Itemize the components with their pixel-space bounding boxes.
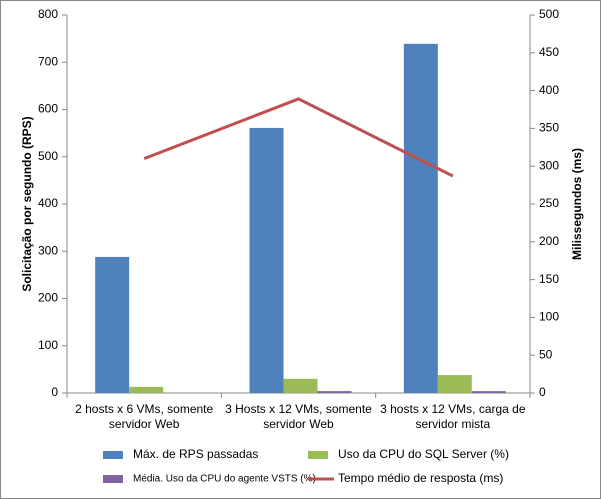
legend-swatch xyxy=(103,475,123,483)
y2-tick-label: 400 xyxy=(539,83,559,97)
line xyxy=(143,97,454,178)
y-tick-label: 500 xyxy=(38,149,58,163)
y-tick-label: 600 xyxy=(38,102,58,116)
bar xyxy=(471,391,506,393)
bar xyxy=(437,375,472,393)
y-axis-title: Solicitação por segundo (RPS) xyxy=(20,116,34,291)
y2-tick-label: 450 xyxy=(539,45,559,59)
bar xyxy=(249,127,284,394)
y2-tick-label: 250 xyxy=(539,196,559,210)
y-tick-label: 200 xyxy=(38,291,58,305)
x-tick-label: 3 hosts x 12 VMs, carga de servidor mist… xyxy=(380,402,526,431)
legend-label: Tempo médio de resposta (ms) xyxy=(338,471,503,485)
y2-tick-label: 200 xyxy=(539,234,559,248)
legend-swatch xyxy=(103,451,123,459)
bar xyxy=(129,386,164,393)
bar xyxy=(317,391,352,393)
y-tick-label: 400 xyxy=(38,196,58,210)
legend-label: Média. Uso da CPU do agente VSTS (%) xyxy=(133,474,316,485)
legend-label: Máx. de RPS passadas xyxy=(133,447,258,461)
y-tick-label: 300 xyxy=(38,243,58,257)
y2-tick-label: 350 xyxy=(539,121,559,135)
bar xyxy=(283,378,318,393)
y2-tick-label: 50 xyxy=(539,347,553,361)
legend-swatch xyxy=(308,451,328,459)
x-tick-label: 2 hosts x 6 VMs, somente servidor Web xyxy=(75,402,214,431)
y-tick-label: 700 xyxy=(38,54,58,68)
y-tick-label: 0 xyxy=(51,385,58,399)
y-tick-label: 800 xyxy=(38,7,58,21)
bar xyxy=(403,43,438,393)
y2-tick-label: 150 xyxy=(539,272,559,286)
legend-label: Uso da CPU do SQL Server (%) xyxy=(338,447,509,461)
y-tick-label: 100 xyxy=(38,338,58,352)
x-tick-label: 3 Hosts x 12 VMs, somente servidor Web xyxy=(225,402,372,431)
y2-axis-title: Milissegundos (ms) xyxy=(570,148,584,260)
bar xyxy=(95,256,130,393)
y2-tick-label: 100 xyxy=(539,310,559,324)
y2-tick-label: 300 xyxy=(539,158,559,172)
y2-tick-label: 500 xyxy=(539,7,559,21)
y2-tick-label: 0 xyxy=(539,385,546,399)
